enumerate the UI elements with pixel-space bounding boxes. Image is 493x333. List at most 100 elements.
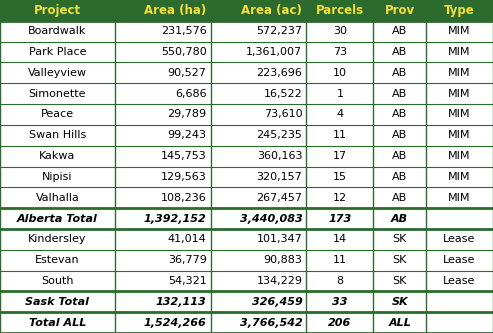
Bar	[373, 166, 426, 187]
Bar	[115, 312, 211, 333]
Bar	[0, 291, 115, 312]
Bar	[211, 291, 306, 312]
Bar	[373, 146, 426, 166]
Bar	[373, 0, 426, 21]
Bar	[306, 187, 373, 208]
Text: AB: AB	[392, 193, 407, 203]
Bar	[115, 146, 211, 166]
Text: 132,113: 132,113	[156, 297, 207, 307]
Bar	[373, 187, 426, 208]
Bar	[211, 312, 306, 333]
Text: 90,883: 90,883	[263, 255, 302, 265]
Text: 1: 1	[336, 89, 343, 99]
Bar	[115, 166, 211, 187]
Bar	[373, 21, 426, 42]
Bar	[426, 270, 493, 291]
Text: 231,576: 231,576	[161, 26, 207, 36]
Bar	[0, 270, 115, 291]
Text: MIM: MIM	[448, 151, 471, 161]
Bar	[426, 0, 493, 21]
Text: Kindersley: Kindersley	[28, 234, 87, 244]
Bar	[0, 250, 115, 270]
Bar	[115, 291, 211, 312]
Text: AB: AB	[392, 172, 407, 182]
Bar	[306, 42, 373, 63]
Text: Lease: Lease	[443, 276, 476, 286]
Text: 129,563: 129,563	[161, 172, 207, 182]
Text: 572,237: 572,237	[256, 26, 302, 36]
Bar	[306, 125, 373, 146]
Bar	[211, 42, 306, 63]
Text: 134,229: 134,229	[256, 276, 302, 286]
Text: MIM: MIM	[448, 193, 471, 203]
Text: Park Place: Park Place	[29, 47, 86, 57]
Bar	[306, 229, 373, 250]
Bar	[426, 42, 493, 63]
Bar	[115, 63, 211, 83]
Text: 8: 8	[336, 276, 344, 286]
Bar	[115, 250, 211, 270]
Text: 108,236: 108,236	[161, 193, 207, 203]
Bar	[0, 83, 115, 104]
Text: 223,696: 223,696	[256, 68, 302, 78]
Bar	[0, 312, 115, 333]
Text: AB: AB	[392, 110, 407, 120]
Bar	[306, 146, 373, 166]
Bar	[426, 291, 493, 312]
Bar	[306, 0, 373, 21]
Bar	[211, 104, 306, 125]
Bar	[115, 42, 211, 63]
Bar	[211, 187, 306, 208]
Bar	[306, 166, 373, 187]
Bar	[306, 63, 373, 83]
Text: Type: Type	[444, 4, 475, 17]
Text: 245,235: 245,235	[256, 130, 302, 140]
Bar	[211, 63, 306, 83]
Bar	[306, 208, 373, 229]
Bar	[211, 208, 306, 229]
Bar	[115, 0, 211, 21]
Bar	[306, 270, 373, 291]
Bar	[0, 166, 115, 187]
Text: 36,779: 36,779	[168, 255, 207, 265]
Text: Simonette: Simonette	[29, 89, 86, 99]
Bar	[0, 63, 115, 83]
Text: AB: AB	[391, 213, 408, 223]
Bar	[306, 250, 373, 270]
Text: MIM: MIM	[448, 68, 471, 78]
Bar	[426, 312, 493, 333]
Bar	[373, 291, 426, 312]
Bar	[0, 146, 115, 166]
Text: 99,243: 99,243	[168, 130, 207, 140]
Bar	[211, 125, 306, 146]
Text: 16,522: 16,522	[264, 89, 302, 99]
Text: 54,321: 54,321	[168, 276, 207, 286]
Text: 206: 206	[328, 318, 352, 328]
Text: Parcels: Parcels	[316, 4, 364, 17]
Text: ALL: ALL	[388, 318, 411, 328]
Text: 1,524,266: 1,524,266	[144, 318, 207, 328]
Text: 14: 14	[333, 234, 347, 244]
Text: 550,780: 550,780	[161, 47, 207, 57]
Bar	[373, 63, 426, 83]
Text: 3,440,083: 3,440,083	[240, 213, 302, 223]
Bar	[211, 21, 306, 42]
Text: 17: 17	[333, 151, 347, 161]
Text: 11: 11	[333, 130, 347, 140]
Bar	[0, 187, 115, 208]
Text: AB: AB	[392, 26, 407, 36]
Text: 267,457: 267,457	[256, 193, 302, 203]
Text: MIM: MIM	[448, 89, 471, 99]
Bar	[373, 42, 426, 63]
Bar	[306, 312, 373, 333]
Text: 1,392,152: 1,392,152	[144, 213, 207, 223]
Text: Nipisi: Nipisi	[42, 172, 72, 182]
Bar	[373, 229, 426, 250]
Text: 320,157: 320,157	[256, 172, 302, 182]
Text: Valhalla: Valhalla	[35, 193, 79, 203]
Bar	[211, 146, 306, 166]
Bar	[426, 125, 493, 146]
Text: Alberta Total: Alberta Total	[17, 213, 98, 223]
Text: Area (ac): Area (ac)	[242, 4, 302, 17]
Bar	[0, 21, 115, 42]
